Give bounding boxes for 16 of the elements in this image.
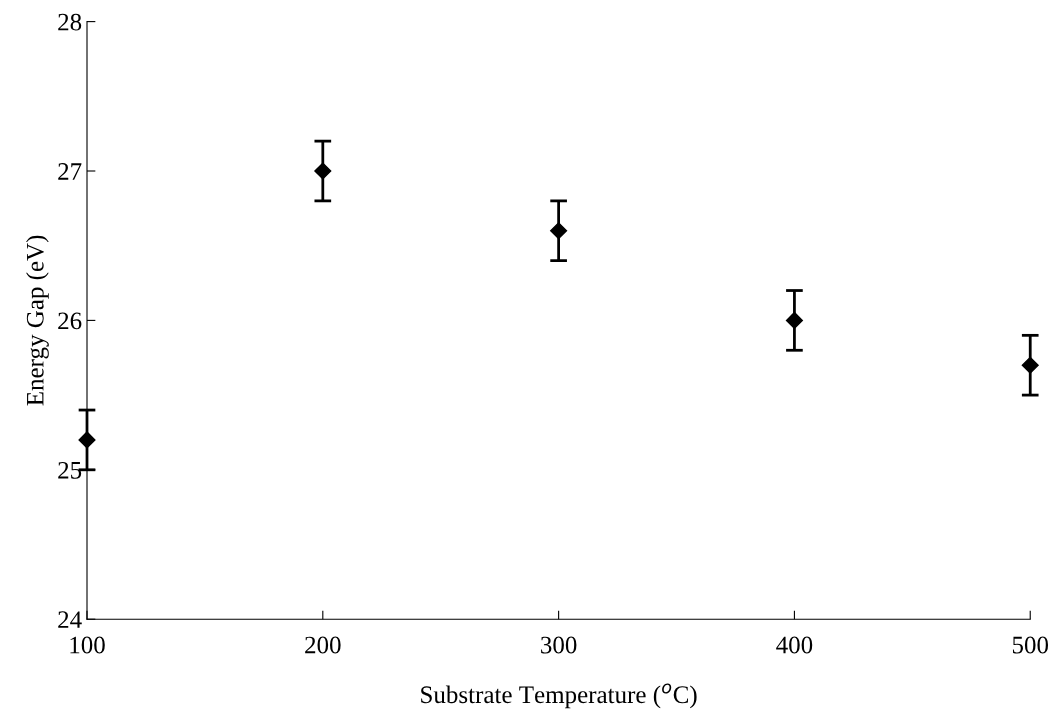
x-tick-label: 100	[70, 636, 105, 654]
point	[1021, 356, 1039, 374]
y-tick-label: 25	[58, 461, 82, 479]
x-tick-label: 300	[541, 636, 577, 654]
point	[550, 222, 568, 240]
x-tick-label: 400	[776, 636, 813, 654]
y-tick-label: 24	[58, 611, 82, 628]
y-tick-label: 28	[58, 13, 82, 31]
x-tick-label: 200	[305, 636, 341, 654]
x-axis-title: Substrate Temperature ($^{o}$C)	[421, 683, 697, 709]
x-tick-label: 500	[1012, 636, 1049, 654]
y-tick-label: 26	[58, 312, 82, 330]
point	[314, 162, 332, 180]
point	[785, 311, 803, 329]
y-tick-label: 27	[58, 163, 82, 180]
y-axis-title: Energy Gap (eV)	[26, 235, 49, 406]
